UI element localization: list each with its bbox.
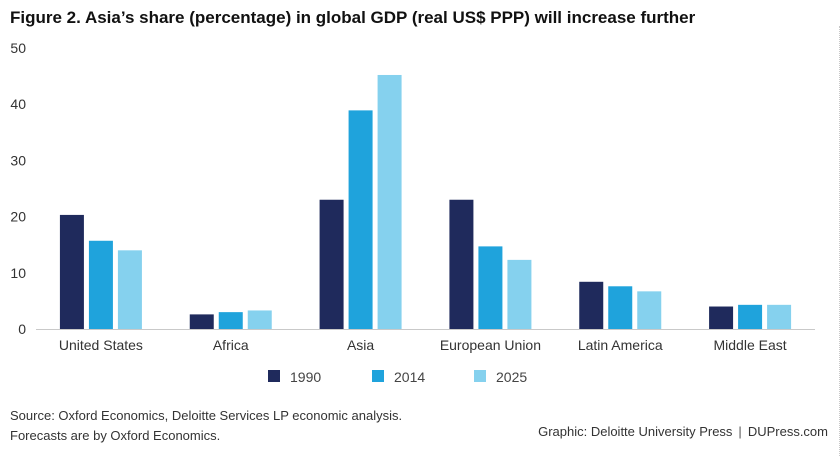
y-tick-label: 30 xyxy=(10,152,26,168)
bar xyxy=(348,110,373,329)
bar-group xyxy=(579,281,662,329)
source-line-1: Source: Oxford Economics, Deloitte Servi… xyxy=(10,408,403,423)
bar xyxy=(709,306,734,329)
bar xyxy=(507,259,532,329)
graphic-credit: Graphic: Deloitte University Press | DUPre… xyxy=(538,424,828,439)
bar xyxy=(218,312,243,329)
y-tick-label: 50 xyxy=(10,40,26,56)
bar xyxy=(88,240,113,329)
legend-item: 2014 xyxy=(372,369,425,385)
bars xyxy=(59,74,792,329)
credit-separator: | xyxy=(738,424,742,439)
legend-label: 2014 xyxy=(394,369,425,385)
bar-group xyxy=(59,214,142,329)
y-tick-label: 10 xyxy=(10,265,26,281)
bar xyxy=(738,304,763,329)
source-note: Source: Oxford Economics, Deloitte Servi… xyxy=(10,406,402,446)
bar xyxy=(449,199,474,329)
bar xyxy=(637,291,662,329)
x-category-label: Africa xyxy=(213,337,249,353)
bar xyxy=(247,310,272,329)
legend-label: 2025 xyxy=(496,369,527,385)
bar xyxy=(608,286,633,329)
source-line-2: Forecasts are by Oxford Economics. xyxy=(10,428,221,443)
bar xyxy=(117,250,142,329)
bar xyxy=(767,304,792,329)
bar-group xyxy=(189,310,272,329)
legend-item: 2025 xyxy=(474,369,527,385)
credit-website: DUPress.com xyxy=(747,424,828,439)
y-tick-label: 0 xyxy=(18,321,26,337)
legend-swatch xyxy=(474,370,486,382)
bar xyxy=(377,74,402,329)
legend-swatch xyxy=(372,370,384,382)
legend-item: 1990 xyxy=(268,369,321,385)
bar xyxy=(59,214,84,329)
x-category-label: European Union xyxy=(440,337,541,353)
x-category-label: Middle East xyxy=(714,337,787,353)
bar-group xyxy=(709,304,792,329)
bar-group xyxy=(319,74,402,329)
y-tick-label: 40 xyxy=(10,96,26,112)
y-tick-label: 20 xyxy=(10,209,26,225)
x-category-label: Latin America xyxy=(578,337,663,353)
legend: 1990 2014 2025 xyxy=(268,369,527,385)
bar xyxy=(579,281,604,329)
y-axis: 0 10 20 30 40 50 xyxy=(10,40,26,337)
x-category-label: Asia xyxy=(347,337,374,353)
legend-swatch xyxy=(268,370,280,382)
bar xyxy=(319,199,344,329)
x-axis: United States Africa Asia European Union Lat… xyxy=(36,329,815,353)
legend-label: 1990 xyxy=(290,369,321,385)
chart-title: Figure 2. Asia’s share (percentage) in g… xyxy=(10,8,696,27)
x-category-label: United States xyxy=(59,337,143,353)
bar xyxy=(189,314,214,329)
credit-publisher: Graphic: Deloitte University Press xyxy=(538,424,733,439)
bar-group xyxy=(449,199,532,329)
bar xyxy=(478,246,503,329)
bar-chart: 0 10 20 30 40 50 United States Africa Asia Europ… xyxy=(10,40,815,385)
